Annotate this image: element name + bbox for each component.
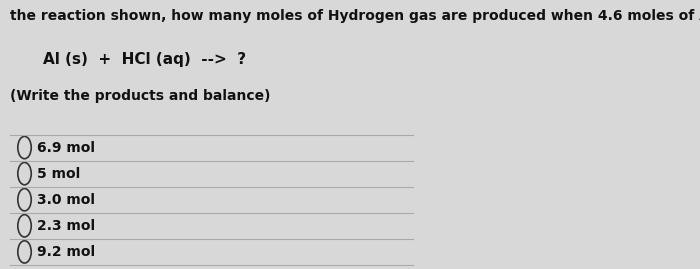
Text: 6.9 mol: 6.9 mol bbox=[37, 140, 95, 155]
Text: (Write the products and balance): (Write the products and balance) bbox=[10, 89, 270, 103]
Text: 2.3 mol: 2.3 mol bbox=[37, 219, 95, 233]
Text: 5 mol: 5 mol bbox=[37, 167, 80, 181]
Text: 3.0 mol: 3.0 mol bbox=[37, 193, 95, 207]
Text: Al (s)  +  HCl (aq)  -->  ?: Al (s) + HCl (aq) --> ? bbox=[43, 52, 246, 67]
Text: 9.2 mol: 9.2 mol bbox=[37, 245, 95, 259]
Text: the reaction shown, how many moles of Hydrogen gas are produced when 4.6 moles o: the reaction shown, how many moles of Hy… bbox=[10, 9, 700, 23]
